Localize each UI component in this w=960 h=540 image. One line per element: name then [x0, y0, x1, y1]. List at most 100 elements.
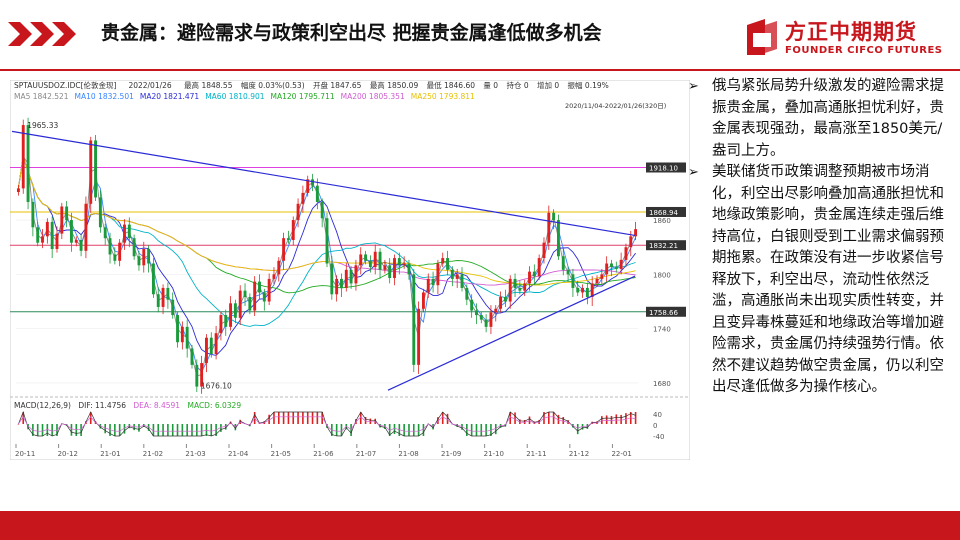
macd-bar: [200, 424, 203, 436]
candle-body: [137, 256, 141, 266]
macd-bar: [393, 424, 396, 434]
ma-legend-ma20: MA20 1821.471: [140, 92, 200, 101]
candle-body: [388, 265, 392, 278]
candle-body: [123, 224, 126, 243]
macd-bar: [562, 417, 565, 424]
x-tick-21-04: 21-04: [228, 450, 249, 458]
candle-body: [455, 274, 459, 279]
candle-body: [629, 236, 633, 248]
macd-bar: [441, 412, 444, 424]
candle-body: [315, 185, 319, 202]
candle-body: [233, 303, 237, 318]
candle-body: [185, 326, 189, 349]
candle-body: [407, 263, 411, 275]
macd-bar: [601, 416, 603, 424]
chevron-arrows-icon: [8, 22, 76, 46]
candle-body: [26, 125, 30, 202]
ma-legend-ma250: MA250 1793.811: [411, 92, 475, 101]
candle-body: [253, 281, 257, 311]
macd-bar: [388, 424, 391, 436]
candle-body: [296, 203, 300, 221]
macd-bar: [576, 424, 579, 435]
ma-legend-ma5: MA5 1842.521: [14, 92, 69, 101]
x-tick-21-07: 21-07: [356, 450, 376, 458]
candle-body: [74, 239, 78, 243]
candle-body: [542, 242, 546, 259]
candle-body: [258, 281, 261, 293]
macd-bar: [412, 424, 415, 436]
macd-bar: [234, 424, 237, 431]
candle-body: [624, 247, 628, 260]
macd-tick-neg40: -40: [653, 433, 664, 441]
candle-body: [132, 238, 136, 257]
candle-body: [180, 326, 184, 343]
candle-body: [84, 203, 88, 251]
candle-body: [581, 287, 584, 293]
y-tick-1680: 1680: [653, 380, 671, 388]
macd-bar: [133, 424, 135, 431]
macd-bar: [490, 424, 492, 436]
level-tag-1868.94: [646, 206, 686, 217]
candle-body: [417, 308, 421, 365]
candle-body: [441, 258, 445, 264]
x-tick-21-12: 21-12: [569, 450, 589, 458]
macd-bar: [70, 424, 73, 436]
candle-body: [335, 278, 339, 295]
candle-body: [552, 212, 556, 221]
logo-english-name: FOUNDER CIFCO FUTURES: [785, 45, 943, 56]
candle-body: [262, 292, 266, 302]
level-tag-1918.10: [646, 162, 686, 173]
candle-body: [499, 296, 503, 309]
macd-bar: [634, 412, 637, 424]
candle-body: [465, 287, 469, 300]
candle-body: [571, 274, 575, 288]
candle-body: [31, 201, 35, 228]
candle-body: [171, 299, 175, 316]
macd-legend: MACD(12,26,9) DIF: 11.4756 DEA: 8.4591 M…: [14, 401, 241, 410]
macd-bar: [432, 424, 434, 430]
candle-body: [330, 263, 334, 295]
candle-body: [291, 220, 295, 240]
macd-bar: [80, 424, 82, 436]
candle-body: [373, 251, 377, 268]
macd-bar: [287, 412, 290, 424]
candle-body: [489, 312, 493, 327]
candle-body: [195, 364, 199, 387]
candle-body: [156, 294, 160, 307]
candle-body: [532, 271, 536, 277]
macd-bar: [485, 424, 487, 436]
macd-bar: [302, 412, 304, 424]
macd-bar: [417, 424, 420, 436]
macd-bar: [509, 412, 512, 424]
candle-body: [16, 188, 20, 193]
macd-bar: [350, 424, 352, 436]
macd-bar: [615, 414, 618, 424]
bullet-arrow-icon: ➢: [688, 79, 699, 94]
macd-bar: [369, 418, 372, 424]
candle-body: [60, 206, 64, 234]
level-label-1758.66: 1758.66: [649, 309, 678, 317]
candle-body: [238, 290, 242, 318]
gold-price-chart: SPTAUUSDOZ.IDC[伦敦金现] 2022/01/26 最高 1848.5…: [10, 80, 690, 460]
candle-body: [537, 258, 541, 277]
x-tick-21-09: 21-09: [441, 450, 461, 458]
macd-bar: [306, 412, 309, 424]
macd-bar: [316, 412, 319, 424]
macd-bar: [99, 424, 102, 429]
candle-body: [311, 179, 314, 186]
level-label-1868.94: 1868.94: [649, 209, 678, 217]
candle-body: [36, 227, 40, 243]
macd-bar: [196, 424, 198, 436]
page-title: 贵金属：避险需求与政策利空出尽 把握贵金属逢低做多机会: [101, 22, 602, 44]
level-tag-1832.21: [646, 240, 686, 251]
candle-body: [98, 197, 102, 228]
candle-body: [595, 278, 599, 284]
macd-bar: [152, 424, 155, 436]
macd-bar: [528, 416, 531, 424]
candle-body: [166, 287, 170, 300]
candle-body: [248, 296, 252, 311]
chart-date: SPTAUUSDOZ.IDC[伦敦金现] 2022/01/26 最高 1848.5…: [14, 80, 609, 90]
macd-bar: [446, 413, 449, 424]
candle-body: [286, 238, 290, 240]
macd-bar: [552, 412, 555, 424]
